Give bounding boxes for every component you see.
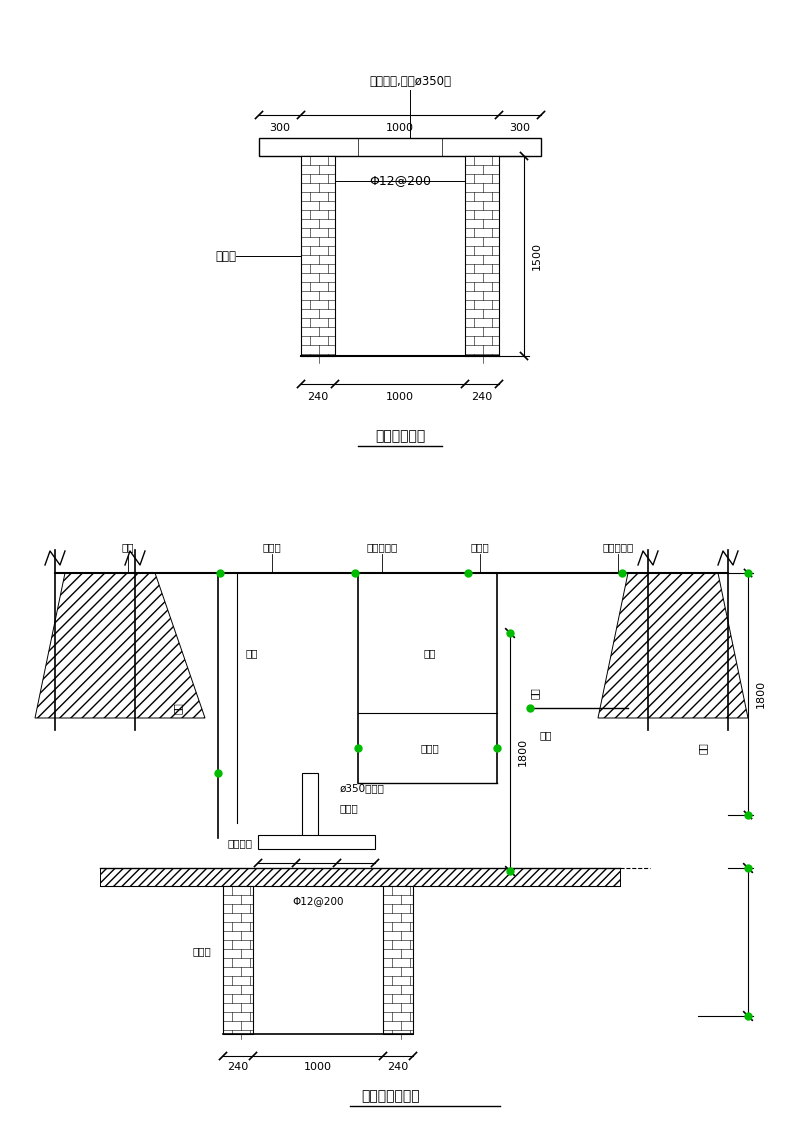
Text: 及详: 及详 <box>698 743 708 754</box>
Bar <box>223 886 253 1034</box>
Text: 300: 300 <box>346 869 366 880</box>
Polygon shape <box>35 573 205 718</box>
Text: 预制盖板: 预制盖板 <box>228 838 253 848</box>
Text: 240: 240 <box>471 392 493 402</box>
Text: 1800: 1800 <box>756 680 766 708</box>
Text: 垫层: 垫层 <box>540 730 553 740</box>
Text: 及详: 及详 <box>530 687 540 698</box>
Text: 1000: 1000 <box>304 1062 332 1072</box>
Text: 垫层: 垫层 <box>394 899 406 909</box>
Text: 240: 240 <box>387 1062 409 1072</box>
Text: 300: 300 <box>510 123 530 132</box>
Text: 1000: 1000 <box>386 123 414 132</box>
Text: 砖胎模: 砖胎模 <box>192 946 211 957</box>
Text: 1000: 1000 <box>386 392 414 402</box>
Text: Φ12@200: Φ12@200 <box>369 174 431 188</box>
Text: 240: 240 <box>227 1062 249 1072</box>
Bar <box>301 156 335 355</box>
Polygon shape <box>598 573 748 718</box>
Text: 止水环: 止水环 <box>340 803 358 813</box>
Text: 300: 300 <box>266 869 287 880</box>
Text: 筏板: 筏板 <box>122 542 134 552</box>
Text: 1500: 1500 <box>532 242 542 271</box>
Text: 吊模: 吊模 <box>246 648 258 658</box>
Bar <box>259 138 541 156</box>
Bar <box>465 156 499 355</box>
Text: 300: 300 <box>270 123 290 132</box>
Text: 1800: 1800 <box>518 738 528 766</box>
Text: 电梯井: 电梯井 <box>470 542 490 552</box>
Text: 砖胎模: 砖胎模 <box>215 249 236 263</box>
Bar <box>302 773 318 843</box>
Text: 1000: 1000 <box>302 869 330 880</box>
Text: 240: 240 <box>307 392 329 402</box>
Text: 集水井: 集水井 <box>262 542 282 552</box>
Text: 吊模: 吊模 <box>424 648 436 658</box>
Bar <box>100 868 620 886</box>
Text: 底板顶标高: 底板顶标高 <box>602 542 634 552</box>
Bar <box>383 886 413 1034</box>
Text: Φ12@200: Φ12@200 <box>292 897 344 906</box>
Text: 详平面: 详平面 <box>421 743 439 753</box>
Text: 降水井剖面图一: 降水井剖面图一 <box>362 1089 420 1103</box>
Text: 降水井剖面图: 降水井剖面图 <box>375 429 425 443</box>
Text: 及详: 及详 <box>173 702 183 714</box>
Bar <box>258 835 375 849</box>
Text: 预制盖板,预留ø350孔: 预制盖板,预留ø350孔 <box>369 75 451 88</box>
Text: ø350钢导管: ø350钢导管 <box>340 783 385 794</box>
Text: 电梯井隔墙: 电梯井隔墙 <box>366 542 398 552</box>
